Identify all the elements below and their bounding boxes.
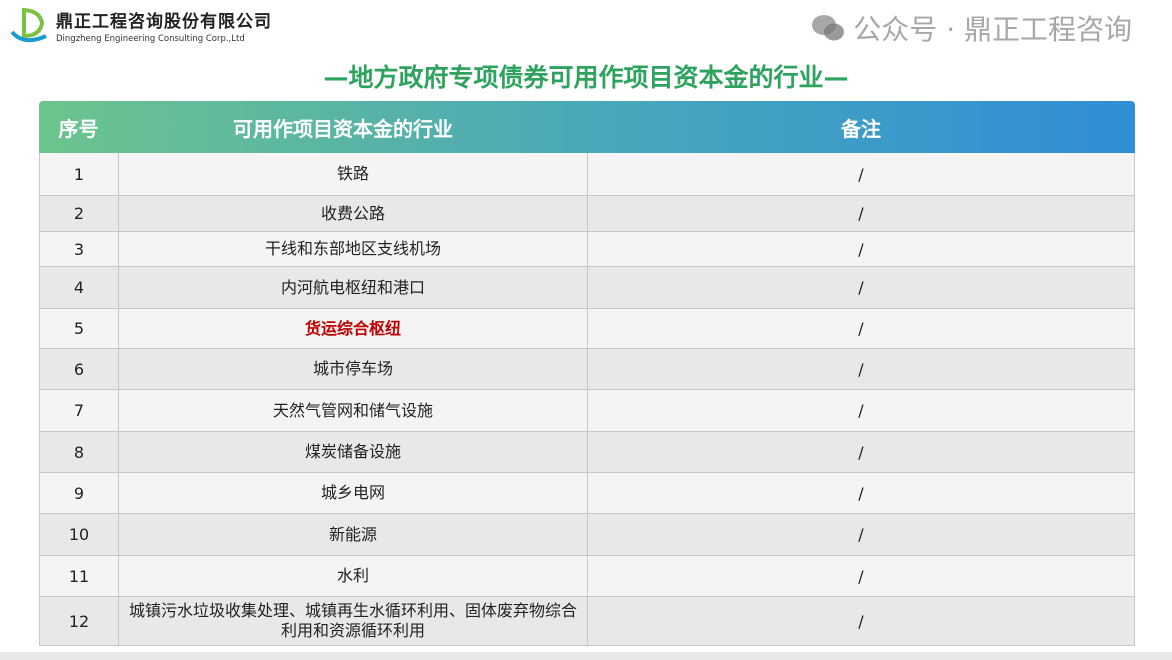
- row-note: /: [858, 566, 864, 586]
- row-number: 1: [40, 153, 119, 195]
- row-note: /: [858, 525, 864, 544]
- watermark: 公众号 · 鼎正工程咨询: [811, 8, 1132, 48]
- row-industry: 货运综合枢纽: [119, 309, 588, 348]
- table-body: 1 铁路/2 收费公路/3 干线和东部地区支线机场/4 内河航电枢纽和港口/5 货运综合枢…: [39, 153, 1135, 646]
- logo-text-cn: 鼎正工程咨询股份有限公司: [56, 11, 272, 32]
- row-number: 12: [40, 597, 119, 645]
- row-note: /: [858, 239, 864, 259]
- row-number: 2: [40, 196, 119, 231]
- industry-table: 序号 可用作项目资本金的行业 备注 1 铁路/2 收费公路/3 干线和东部地区支线机场…: [39, 101, 1135, 646]
- table-row: 3 干线和东部地区支线机场 /: [39, 232, 1135, 267]
- row-industry: 干线和东部地区支线机场: [119, 232, 588, 266]
- header-no: 序号: [58, 116, 99, 141]
- table-row: 10 新能源 /: [39, 514, 1135, 556]
- company-logo: 鼎正工程咨询股份有限公司 Dingzheng Engineering Consu…: [10, 6, 272, 44]
- row-number: 3: [40, 232, 119, 266]
- row-industry: 天然气管网和储气设施: [119, 390, 588, 431]
- header-note: 备注: [841, 116, 881, 141]
- row-industry: 内河航电枢纽和港口: [119, 267, 588, 308]
- table-row: 2 收费公路 /: [39, 196, 1135, 232]
- row-industry: 铁路: [119, 153, 588, 195]
- header-industry: 可用作项目资本金的行业: [233, 116, 453, 141]
- table-row: 12 城镇污水垃圾收集处理、城镇再生水循环利用、固体废弃物综合利用和资源循环利用 /: [39, 597, 1135, 646]
- row-note: /: [858, 319, 864, 338]
- row-note: /: [858, 611, 864, 631]
- row-industry: 新能源: [119, 514, 588, 555]
- row-industry: 水利: [119, 556, 588, 596]
- row-note: /: [858, 359, 864, 379]
- row-note: /: [858, 401, 864, 420]
- row-industry: 城乡电网: [119, 473, 588, 513]
- wechat-icon: [812, 15, 845, 41]
- row-note: /: [858, 278, 864, 297]
- table-row: 1 铁路 /: [39, 153, 1135, 196]
- table-row: 11 水利 /: [39, 556, 1135, 597]
- watermark-text: 公众号 · 鼎正工程咨询: [853, 13, 1132, 46]
- table-row: 4 内河航电枢纽和港口 /: [39, 267, 1135, 309]
- table-row: 7 天然气管网和储气设施 /: [39, 390, 1135, 432]
- row-number: 11: [40, 556, 119, 596]
- row-note: /: [858, 204, 864, 223]
- table-row: 6 城市停车场 /: [39, 349, 1135, 390]
- table-row: 5 货运综合枢纽 /: [39, 309, 1135, 349]
- logo-text-en: Dingzheng Engineering Consulting Corp.,L…: [56, 33, 245, 44]
- table-row: 8 煤炭储备设施 /: [39, 432, 1135, 473]
- row-industry: 城镇污水垃圾收集处理、城镇再生水循环利用、固体废弃物综合利用和资源循环利用: [119, 597, 588, 645]
- row-number: 9: [40, 473, 119, 513]
- row-note: /: [858, 164, 864, 184]
- page-title: —地方政府专项债券可用作项目资本金的行业—: [323, 63, 849, 92]
- row-industry: 收费公路: [119, 196, 588, 231]
- row-number: 10: [40, 514, 119, 555]
- logo-icon: [10, 7, 47, 43]
- row-number: 4: [40, 267, 119, 308]
- table-header: 序号 可用作项目资本金的行业 备注: [39, 101, 1135, 153]
- row-number: 7: [40, 390, 119, 431]
- row-number: 8: [40, 432, 119, 472]
- row-number: 6: [40, 349, 119, 389]
- table-row: 9 城乡电网 /: [39, 473, 1135, 514]
- row-number: 5: [40, 309, 119, 348]
- row-note: /: [858, 483, 864, 503]
- row-note: /: [858, 442, 864, 462]
- bottom-bar: [0, 652, 1172, 660]
- row-industry: 煤炭储备设施: [119, 432, 588, 472]
- row-industry: 城市停车场: [119, 349, 588, 389]
